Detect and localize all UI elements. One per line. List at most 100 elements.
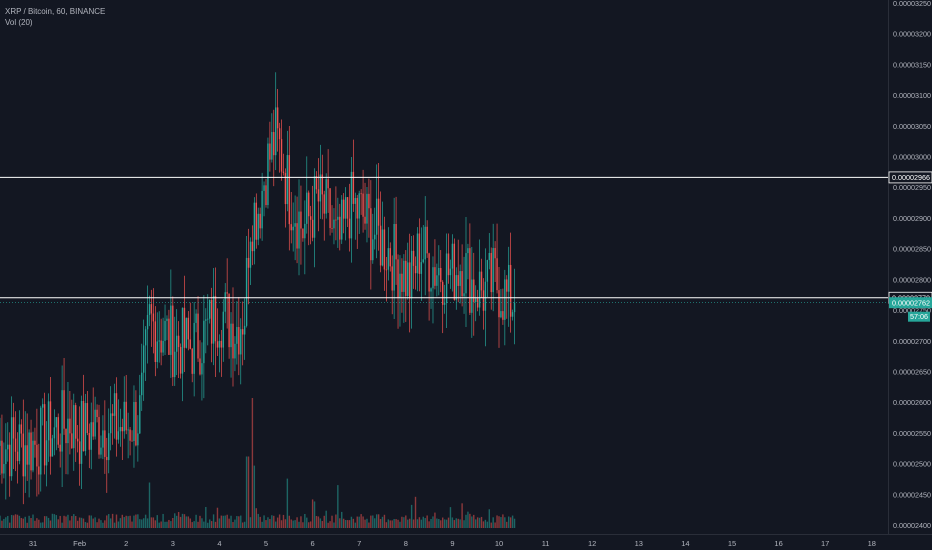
candle-body — [350, 171, 353, 239]
volume-bar — [108, 514, 110, 528]
volume-bar — [463, 520, 465, 528]
candle-body — [240, 329, 242, 355]
volume-bar — [508, 516, 510, 528]
volume-bar — [179, 516, 182, 528]
volume-bar — [375, 514, 378, 528]
candle-body — [80, 400, 83, 464]
candle-body — [76, 438, 79, 442]
candle-body — [403, 260, 405, 292]
volume-bar — [26, 522, 28, 528]
volume-bar — [412, 519, 415, 528]
candle-body — [364, 216, 366, 224]
volume-bar — [100, 520, 102, 528]
volume-bar — [106, 515, 108, 528]
candle-body — [313, 176, 316, 238]
candle-body — [47, 401, 50, 441]
volume-bar — [455, 518, 457, 528]
time-axis[interactable]: 31 Feb 2 3 4 5 6 7 8 9 10 11 12 13 14 15 16 17 18 — [29, 539, 876, 548]
candle-body — [348, 218, 351, 239]
volume-bar — [393, 519, 395, 528]
price-tick-label: 0.00003200 — [893, 30, 931, 39]
candle-body — [344, 197, 347, 219]
volume-bar — [329, 521, 331, 528]
time-tick-label: 2 — [124, 539, 128, 548]
candle-body — [201, 363, 203, 375]
volume-bar — [255, 508, 257, 528]
candle-body — [486, 260, 489, 282]
volume-bar — [418, 517, 421, 528]
candle-body — [65, 428, 67, 444]
volume-bar — [356, 516, 358, 528]
candle-body — [275, 107, 277, 156]
price-axis[interactable]: 0.00003250 0.00003200 0.00003150 0.00003100… — [893, 0, 931, 530]
candle-body — [475, 298, 477, 302]
candle-body — [430, 288, 432, 292]
candle-body — [142, 345, 145, 373]
volume-bar — [214, 521, 217, 528]
candle-body — [370, 208, 372, 261]
volume-bar — [461, 503, 463, 528]
volume-bar — [377, 514, 380, 528]
volume-bar — [280, 520, 283, 528]
candle-body — [471, 279, 473, 313]
candle-body — [506, 279, 508, 292]
time-tick-label: 13 — [635, 539, 643, 548]
candle-body — [148, 304, 151, 315]
candle-body — [191, 348, 193, 374]
volume-bar — [317, 516, 320, 528]
candle-body — [393, 223, 395, 291]
volume-bar — [420, 519, 423, 528]
candle-body — [9, 444, 11, 477]
candle-body — [405, 260, 407, 296]
candle-body — [300, 211, 302, 229]
candle-body — [267, 143, 269, 206]
volume-bar — [486, 521, 489, 528]
volume-bar — [457, 518, 459, 528]
volume-bar — [440, 520, 442, 528]
candle-body — [243, 325, 246, 335]
volume-bar — [242, 522, 244, 528]
candle-body — [228, 293, 230, 348]
volume-bar — [208, 519, 211, 528]
candle-body — [22, 433, 24, 477]
time-tick-label: 5 — [264, 539, 268, 548]
volume-bar — [350, 516, 353, 528]
price-tick-label: 0.00003100 — [893, 91, 931, 100]
candle-body — [152, 313, 155, 322]
volume-bar — [12, 515, 15, 528]
price-tick-label: 0.00002550 — [893, 429, 931, 438]
candle-body — [51, 438, 54, 457]
candle-body — [492, 248, 494, 293]
volume-bar — [459, 519, 461, 528]
volume-bar — [249, 517, 252, 528]
volume-bar — [308, 522, 310, 528]
volume-bar — [216, 507, 219, 528]
volume-bar — [195, 514, 197, 528]
volume-bar — [142, 518, 145, 528]
volume-bar — [443, 519, 446, 528]
candle-body — [108, 433, 110, 461]
volume-bar — [405, 515, 407, 528]
volume-bar — [67, 514, 69, 528]
horizontal-lines[interactable] — [0, 176, 888, 303]
volume-bar — [445, 519, 448, 528]
candle-body — [156, 341, 158, 363]
chart-legend: XRP / Bitcoin, 60, BINANCE Vol (20) — [5, 6, 105, 28]
candle-body — [401, 273, 403, 292]
candle-body — [271, 132, 273, 160]
candle-body — [387, 248, 390, 270]
horizontal-line-price-label: 0.00002966 — [892, 173, 930, 182]
candle-body — [342, 199, 345, 219]
volume-bar — [154, 520, 157, 528]
candle-body — [469, 248, 471, 313]
candle-body — [502, 311, 504, 320]
volume-bar — [40, 522, 42, 528]
candle-body — [212, 295, 215, 344]
candle-body — [428, 253, 430, 292]
time-tick-label: 17 — [821, 539, 829, 548]
volume-bar — [259, 516, 261, 528]
volume-bar — [144, 514, 147, 528]
volume-bar — [327, 522, 329, 528]
